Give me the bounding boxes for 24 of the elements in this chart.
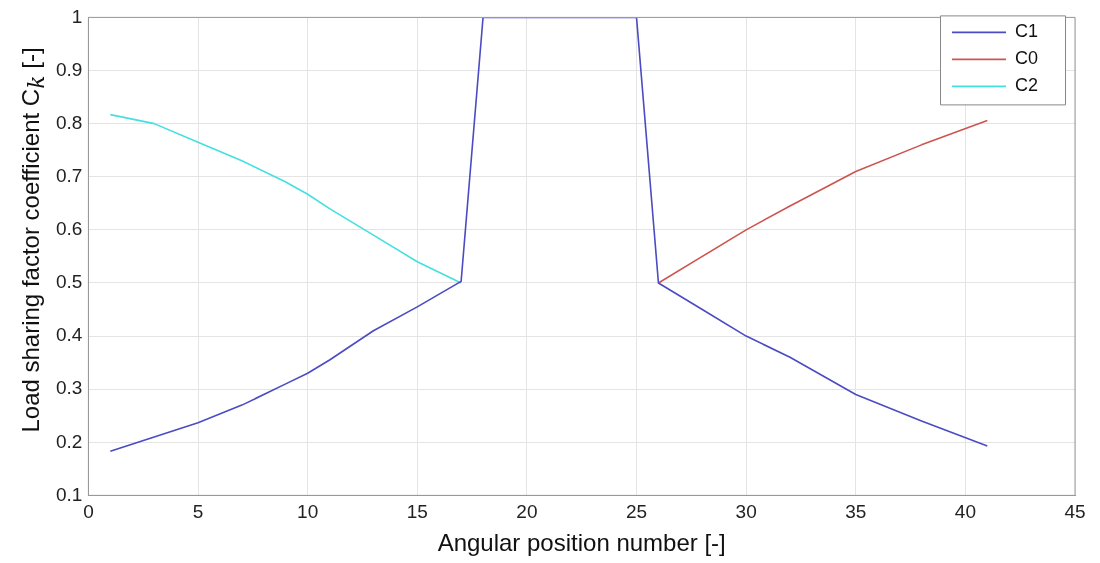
legend-label: C0 xyxy=(1015,48,1039,69)
x-tick-label: 0 xyxy=(83,501,94,523)
legend-label: C1 xyxy=(1015,21,1039,42)
x-tick-label: 25 xyxy=(625,501,648,523)
x-tick-label: 35 xyxy=(845,501,867,523)
x-tick-label: 15 xyxy=(406,501,428,523)
y-tick-label: 0.6 xyxy=(55,218,83,240)
y-tick-label: 0.1 xyxy=(55,483,83,505)
y-tick-label: 0.8 xyxy=(55,111,83,133)
x-tick-label: 40 xyxy=(954,501,976,523)
y-tick-label: 0.2 xyxy=(55,430,83,452)
x-tick-label: 5 xyxy=(192,501,204,523)
x-tick-label: 30 xyxy=(735,501,757,523)
y-tick-label: 0.9 xyxy=(55,58,83,80)
x-tick-label: 45 xyxy=(1064,501,1086,523)
y-tick-label: 0.5 xyxy=(55,271,83,293)
legend-label: C2 xyxy=(1015,75,1039,96)
x-tick-label: 10 xyxy=(297,501,319,523)
y-tick-label: 0.4 xyxy=(55,324,83,346)
x-axis-title: Angular position number [-] xyxy=(437,529,726,557)
y-tick-label: 1 xyxy=(71,5,83,27)
y-tick-label: 0.7 xyxy=(55,164,83,186)
y-tick-label: 0.3 xyxy=(55,377,83,399)
x-tick-label: 20 xyxy=(516,501,538,523)
